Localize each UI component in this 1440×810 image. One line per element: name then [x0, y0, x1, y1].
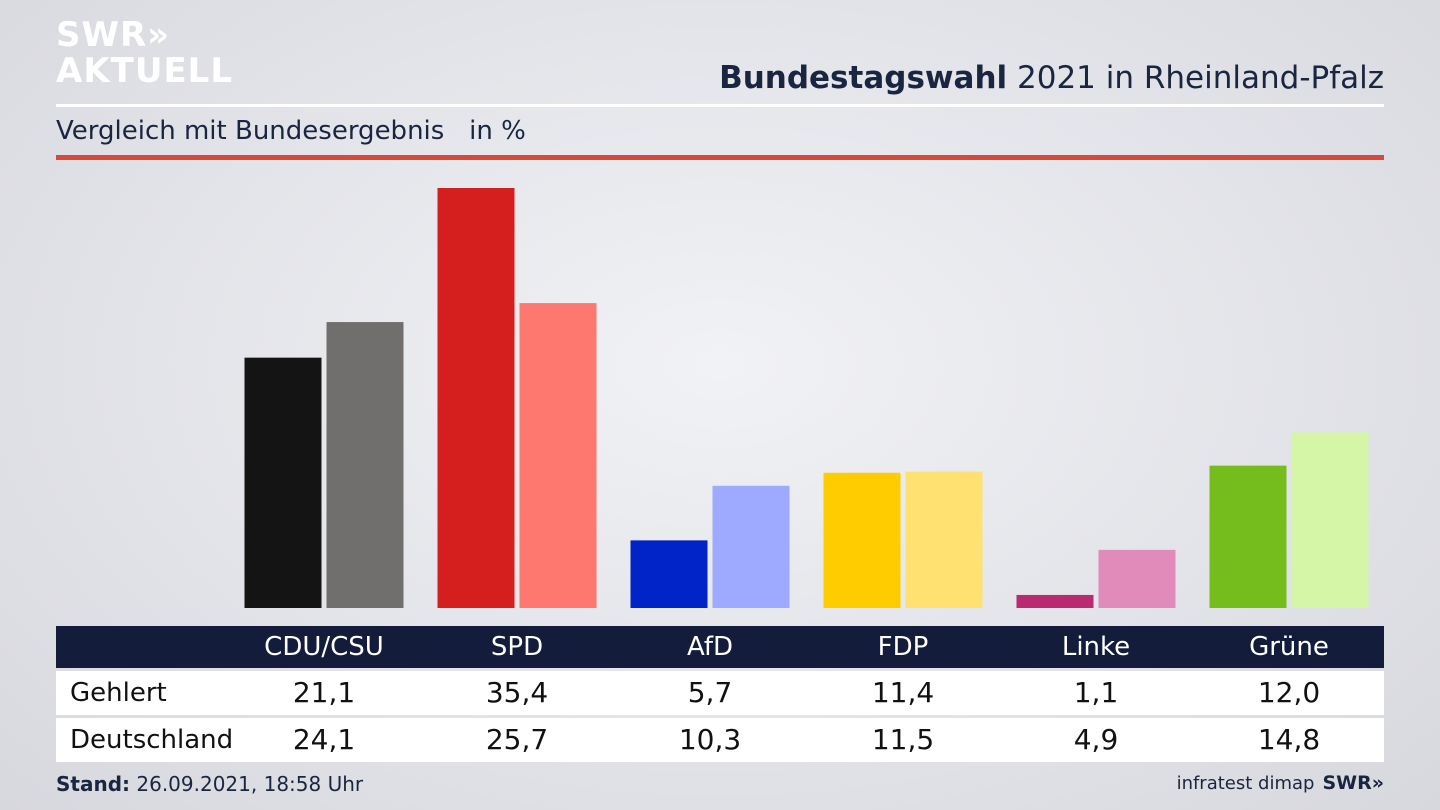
bar-gehlert-0 — [244, 357, 322, 608]
swr-brand: SWR» — [1322, 772, 1384, 794]
source-credit: infratest dimap SWR» — [1177, 772, 1384, 794]
table-header-row: CDU/CSU SPD AfD FDP Linke Grüne — [56, 626, 1384, 668]
bar-gehlert-2 — [630, 540, 708, 608]
category-label: FDP — [877, 632, 929, 662]
bar-gehlert-5 — [1209, 465, 1287, 608]
category-label: CDU/CSU — [264, 632, 384, 662]
category-label: SPD — [490, 632, 544, 662]
bar-deutschland-3 — [905, 471, 983, 608]
value-label: 4,9 — [1073, 723, 1119, 756]
bar-gehlert-1 — [437, 188, 515, 608]
value-label: 24,1 — [292, 723, 356, 756]
row-label: Deutschland — [70, 725, 234, 755]
category-label: Linke — [1061, 632, 1131, 662]
bar-deutschland-4 — [1098, 549, 1176, 608]
value-label: 10,3 — [678, 723, 742, 756]
logo-line-2: AKTUELL — [56, 51, 234, 91]
table-row: Gehlert 21,1 35,4 5,7 11,4 1,1 12,0 — [56, 671, 1384, 715]
value-label: 25,7 — [485, 723, 549, 756]
value-label: 1,1 — [1073, 676, 1119, 709]
table-row: Deutschland 24,1 25,7 10,3 11,5 4,9 14,8 — [56, 718, 1384, 762]
swr-aktuell-logo: SWR» AKTUELL — [56, 18, 233, 88]
title-divider — [56, 104, 1384, 107]
chart-title: Bundestagswahl 2021 in Rheinland-Pfalz — [719, 60, 1384, 96]
value-label: 11,5 — [871, 723, 935, 756]
logo-line-1: SWR» — [56, 15, 171, 55]
chart-title-rest: 2021 in Rheinland-Pfalz — [1007, 60, 1384, 96]
chart-subtitle: Vergleich mit Bundesergebnis in % — [56, 116, 526, 146]
bar-gehlert-4 — [1016, 594, 1094, 608]
value-label: 11,4 — [871, 676, 935, 709]
bar-deutschland-2 — [712, 485, 790, 608]
value-label: 12,0 — [1257, 676, 1321, 709]
value-label: 21,1 — [292, 676, 356, 709]
source-label: infratest dimap — [1176, 773, 1315, 794]
value-label: 14,8 — [1257, 723, 1321, 756]
stand-label: Stand: — [56, 772, 131, 796]
bar-gehlert-3 — [823, 472, 901, 608]
bar-deutschland-5 — [1291, 432, 1369, 608]
value-label: 5,7 — [687, 676, 733, 709]
stand-value: 26.09.2021, 18:58 Uhr — [130, 772, 364, 796]
row-label: Gehlert — [70, 678, 167, 708]
timestamp: Stand: 26.09.2021, 18:58 Uhr — [56, 772, 363, 796]
bar-deutschland-0 — [326, 322, 404, 608]
results-table: CDU/CSU SPD AfD FDP Linke Grüne Gehlert 21,1 3… — [56, 626, 1384, 762]
accent-divider — [56, 155, 1384, 160]
category-label: Grüne — [1249, 632, 1329, 662]
chart-title-bold: Bundestagswahl — [719, 60, 1008, 96]
value-label: 35,4 — [485, 676, 549, 709]
bar-deutschland-1 — [519, 303, 597, 608]
category-label: AfD — [686, 632, 734, 662]
